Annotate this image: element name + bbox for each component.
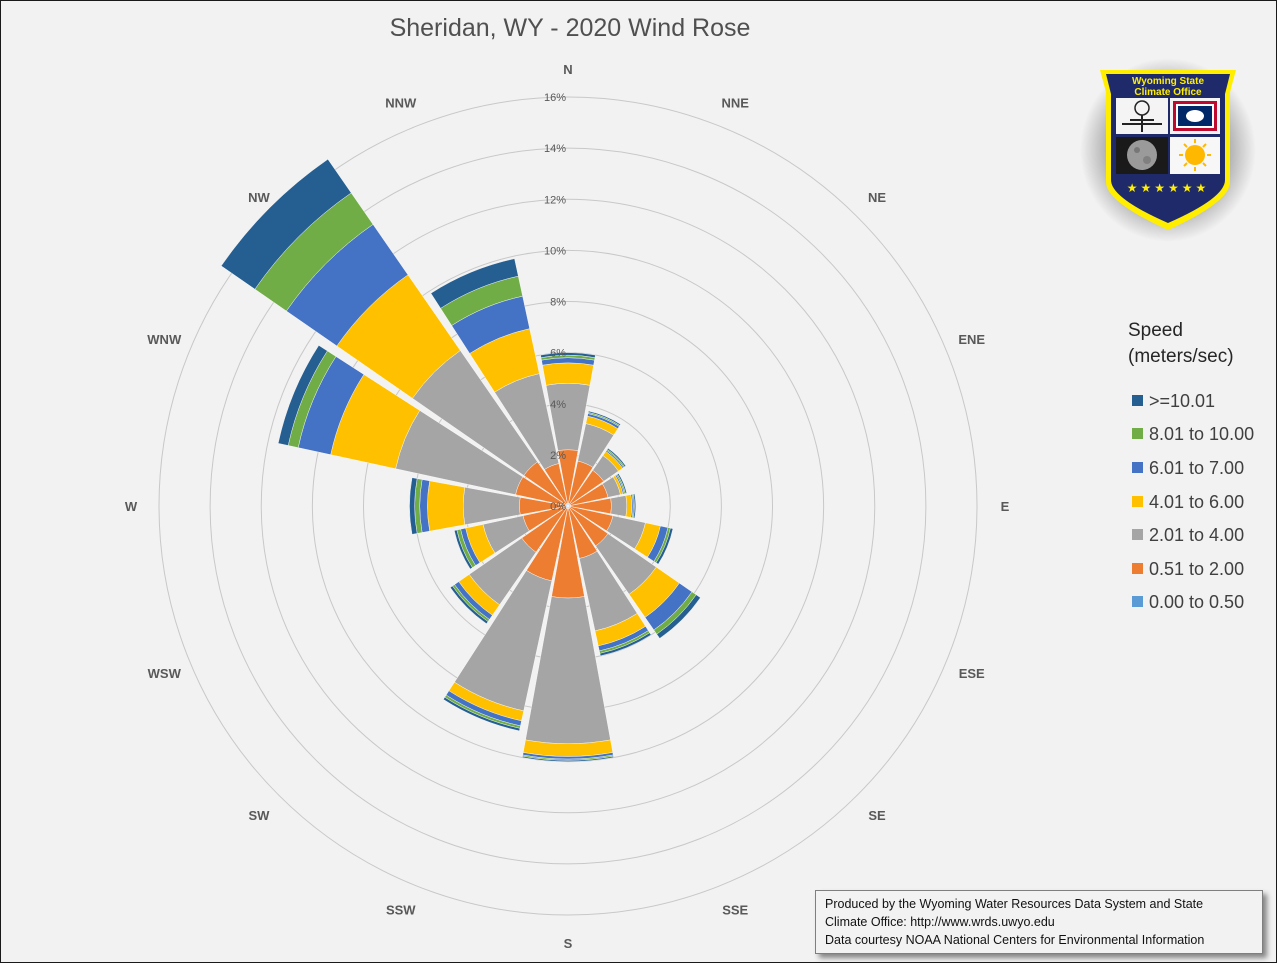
petal-NW-segment bbox=[220, 158, 352, 290]
tick-label: 0% bbox=[550, 501, 566, 513]
legend-item-4-6: 4.01 to 6.00 bbox=[1132, 492, 1244, 514]
tick-label: 10% bbox=[544, 245, 566, 257]
direction-label: SSE bbox=[722, 903, 748, 918]
moon-crater bbox=[1134, 147, 1140, 153]
petal-SSW-segment bbox=[443, 696, 521, 732]
direction-label: ENE bbox=[958, 332, 985, 347]
credit-line: Data courtesy NOAA National Centers for … bbox=[825, 933, 1205, 947]
sun-icon bbox=[1185, 145, 1205, 165]
chart-title: Sheridan, WY - 2020 Wind Rose bbox=[389, 14, 751, 42]
direction-label: S bbox=[564, 936, 573, 951]
legend-label: 4.01 to 6.00 bbox=[1149, 492, 1245, 512]
legend: Speed (meters/sec) >=10.01 8.01 to 10.00… bbox=[1128, 318, 1273, 612]
tick-label: 4% bbox=[550, 399, 566, 411]
logo-text: Wyoming State bbox=[1132, 76, 1204, 87]
petal-ENE-segment bbox=[617, 473, 627, 494]
credit-box: Produced by the Wyoming Water Resources … bbox=[815, 890, 1263, 954]
climate-office-logo: Wyoming State Climate Office ★★★★★★ bbox=[1080, 58, 1256, 242]
tick-label: 16% bbox=[544, 92, 566, 104]
legend-item-0-0.5: 0.00 to 0.50 bbox=[1132, 592, 1244, 614]
logo-text: Climate Office bbox=[1134, 87, 1202, 98]
petal-W-segment bbox=[427, 480, 466, 532]
gridline-ring bbox=[209, 147, 927, 865]
direction-label: NE bbox=[868, 190, 886, 205]
legend-swatch bbox=[1132, 496, 1143, 507]
tick-label: 6% bbox=[550, 348, 566, 360]
direction-label: SE bbox=[868, 808, 886, 823]
petal-E-segment bbox=[633, 493, 636, 519]
legend-item-2-4: 2.01 to 4.00 bbox=[1132, 525, 1244, 547]
petal-WSW-segment bbox=[454, 529, 473, 570]
weathervane-icon bbox=[1122, 115, 1162, 132]
legend-label: 6.01 to 7.00 bbox=[1149, 458, 1245, 478]
direction-labels: N NNE NE ENE E ESE SE SSE S SSW SW WSW W WNW NW NNW bbox=[125, 62, 1010, 951]
tick-label: 8% bbox=[550, 297, 566, 309]
direction-label: E bbox=[1001, 499, 1010, 514]
moon-crater bbox=[1143, 156, 1151, 164]
direction-label: NNE bbox=[722, 95, 750, 110]
legend-item-6-7: 6.01 to 7.00 bbox=[1132, 458, 1244, 480]
legend-swatch bbox=[1132, 428, 1143, 439]
credit-line: Produced by the Wyoming Water Resources … bbox=[825, 897, 1204, 911]
legend-item-8-10: 8.01 to 10.00 bbox=[1132, 424, 1254, 446]
legend-label: >=10.01 bbox=[1149, 391, 1216, 411]
legend-label: 0.51 to 2.00 bbox=[1149, 559, 1245, 579]
radial-tick-labels: 0% 2% 4% 6% 8% 10% 12% 14% 16% bbox=[544, 92, 566, 513]
stars-row: ★★★★★★ bbox=[1127, 181, 1210, 195]
petal-NNE-segment bbox=[588, 410, 621, 426]
petal-WNW-segment bbox=[277, 345, 328, 446]
legend-item-10plus: >=10.01 bbox=[1132, 391, 1215, 413]
legend-swatch bbox=[1132, 395, 1143, 406]
legend-label: 8.01 to 10.00 bbox=[1149, 424, 1255, 444]
tick-label: 12% bbox=[544, 194, 566, 206]
bison-icon bbox=[1186, 110, 1204, 122]
direction-label: W bbox=[125, 499, 138, 514]
tick-label: 2% bbox=[550, 450, 566, 462]
tick-label: 14% bbox=[544, 143, 566, 155]
direction-label: NW bbox=[248, 190, 270, 205]
legend-swatch bbox=[1132, 563, 1143, 574]
wind-petals bbox=[220, 158, 701, 762]
moon-icon bbox=[1127, 140, 1157, 170]
petal-SSE-segment bbox=[599, 632, 652, 657]
petal-S-segment bbox=[522, 756, 614, 762]
petal-N-segment bbox=[540, 352, 596, 358]
petal-ESE-segment bbox=[655, 527, 674, 565]
legend-swatch bbox=[1132, 529, 1143, 540]
direction-label: NNW bbox=[385, 95, 417, 110]
petal-SE-segment bbox=[656, 594, 701, 639]
legend-title-units: (meters/sec) bbox=[1128, 346, 1234, 367]
direction-label: N bbox=[563, 62, 572, 77]
legend-label: 0.00 to 0.50 bbox=[1149, 592, 1245, 612]
petal-W-segment bbox=[409, 477, 418, 535]
legend-label: 2.01 to 4.00 bbox=[1149, 525, 1245, 545]
sun-rays bbox=[1179, 139, 1211, 171]
legend-title: Speed bbox=[1128, 320, 1183, 341]
petal-NNW-segment bbox=[430, 258, 519, 309]
credit-line: Climate Office: http://www.wrds.uwyo.edu bbox=[825, 915, 1055, 929]
petal-N-segment bbox=[542, 362, 594, 386]
direction-label: ESE bbox=[959, 666, 985, 681]
direction-label: WNW bbox=[147, 332, 182, 347]
legend-item-0.5-2: 0.51 to 2.00 bbox=[1132, 559, 1244, 581]
direction-label: WSW bbox=[148, 666, 182, 681]
gridline-ring bbox=[260, 198, 876, 814]
direction-label: SW bbox=[249, 808, 271, 823]
gridline-ring bbox=[158, 96, 978, 916]
petal-SW-segment bbox=[450, 585, 489, 624]
legend-swatch bbox=[1132, 462, 1143, 473]
petal-E-segment bbox=[610, 495, 627, 517]
direction-label: SSW bbox=[386, 903, 416, 918]
petal-E-segment bbox=[625, 494, 633, 518]
petal-NE-segment bbox=[607, 447, 627, 467]
legend-swatch bbox=[1132, 596, 1143, 607]
